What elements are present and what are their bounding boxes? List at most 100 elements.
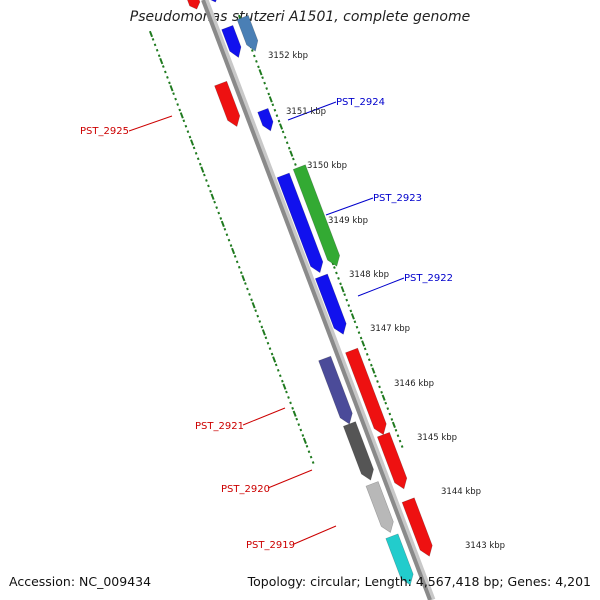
gene-feature[interactable] — [345, 347, 387, 436]
gene-feature-pst-2922[interactable] — [314, 273, 347, 335]
gene-feature[interactable] — [221, 25, 242, 58]
gene-label[interactable]: PST_2922 — [404, 273, 453, 284]
gene-label[interactable]: PST_2920 — [221, 484, 270, 495]
kbp-label: 3144 kbp — [441, 487, 481, 497]
gene-feature[interactable] — [401, 497, 433, 557]
scale-tick — [390, 418, 394, 421]
scale-tick — [355, 325, 359, 329]
scale-tick — [302, 437, 307, 445]
scale-tick — [337, 277, 340, 280]
scale-tick — [250, 49, 254, 52]
gene-feature-pst-2919[interactable] — [365, 481, 394, 533]
gene-feature-pst-2920[interactable] — [342, 421, 374, 481]
kbp-label: 3143 kbp — [465, 541, 505, 551]
scale-tick — [178, 108, 182, 112]
scale-tick — [264, 336, 268, 340]
scale-tick — [174, 97, 177, 101]
scale-tick — [273, 108, 277, 112]
scale-tick — [258, 69, 263, 76]
gene-labels: PST_2925 PST_2924 PST_2923 PST_2922 PST_… — [80, 97, 453, 551]
scale-tick — [365, 352, 369, 356]
scale-tick — [210, 193, 215, 200]
gene-feature[interactable] — [236, 14, 259, 52]
kbp-label: 3147 kbp — [370, 324, 410, 334]
scale-tick — [270, 352, 274, 356]
gene-feature[interactable] — [276, 172, 324, 274]
gene-label[interactable]: PST_2919 — [246, 540, 295, 551]
scale-tick — [281, 130, 285, 134]
scale-tick — [164, 70, 167, 74]
scale-tick — [277, 119, 281, 123]
label-connector — [293, 525, 337, 545]
scale-tick — [291, 406, 294, 410]
gene-feature-partial[interactable] — [205, 0, 219, 3]
scale-tick — [295, 417, 299, 421]
scale-tick — [380, 390, 383, 394]
scale-tick — [378, 385, 381, 389]
scale-tick — [196, 157, 200, 161]
scale-tick — [297, 423, 301, 426]
scale-tick — [235, 260, 239, 264]
scale-tick — [285, 141, 289, 145]
scale-tick — [381, 394, 386, 401]
gene-feature[interactable] — [376, 431, 408, 490]
scale-tick — [268, 347, 272, 351]
scale-tick — [188, 135, 192, 139]
gene-feature[interactable] — [385, 533, 414, 586]
gene-label[interactable]: PST_2923 — [373, 193, 422, 204]
scale-tick — [241, 274, 246, 282]
label-connector — [267, 469, 313, 489]
scale-tick — [350, 313, 355, 320]
scale-tick — [292, 410, 297, 417]
scale-tick — [391, 421, 396, 429]
scale-tick — [263, 81, 266, 85]
scale-tick — [225, 233, 229, 237]
scale-tick — [231, 247, 236, 255]
scale-tick — [223, 227, 227, 231]
gene-feature-pst-2921[interactable] — [318, 355, 353, 425]
scale-tick — [198, 162, 202, 166]
scale-tick — [287, 146, 291, 150]
scale-tick — [400, 445, 404, 448]
scale-tick — [282, 383, 287, 390]
gene-label[interactable]: PST_2924 — [336, 97, 385, 108]
gene-feature-pst-2925[interactable] — [214, 80, 241, 128]
label-callouts — [128, 101, 405, 545]
scale-tick — [182, 119, 186, 123]
scale-tick — [374, 374, 377, 378]
scale-tick — [353, 320, 357, 324]
scale-tick — [307, 450, 311, 454]
scale-tick — [261, 76, 264, 80]
scale-tick — [335, 271, 338, 275]
gene-features — [186, 0, 433, 586]
scale-tick — [396, 434, 400, 438]
gene-label[interactable]: PST_2925 — [80, 126, 129, 137]
scale-tick — [205, 179, 208, 182]
scale-tick — [260, 325, 264, 329]
scale-tick — [192, 146, 196, 150]
scale-tick — [172, 92, 175, 96]
gene-label[interactable]: PST_2921 — [195, 421, 244, 432]
scale-tick — [168, 81, 171, 85]
scale-tick — [159, 57, 164, 65]
scale-tick — [220, 220, 225, 228]
kbp-label: 3145 kbp — [417, 433, 457, 443]
scale-tick — [289, 150, 294, 157]
scale-tick — [339, 282, 342, 286]
scale-tick — [305, 444, 309, 448]
scale-tick — [153, 43, 157, 47]
gene-feature-pst-2924[interactable] — [257, 107, 274, 132]
gene-feature-partial[interactable] — [186, 0, 201, 10]
gene-feature-pst-2923[interactable] — [292, 164, 341, 267]
scale-tick — [266, 341, 270, 345]
label-connector — [325, 197, 374, 216]
scale-tick — [285, 390, 288, 394]
scale-tick — [203, 173, 206, 177]
scale-tick — [309, 455, 313, 459]
scale-tick — [359, 336, 363, 340]
scale-tick — [186, 130, 190, 134]
genome-backbone — [201, 0, 436, 600]
scale-tick — [287, 396, 290, 399]
scale-tick — [267, 92, 271, 96]
